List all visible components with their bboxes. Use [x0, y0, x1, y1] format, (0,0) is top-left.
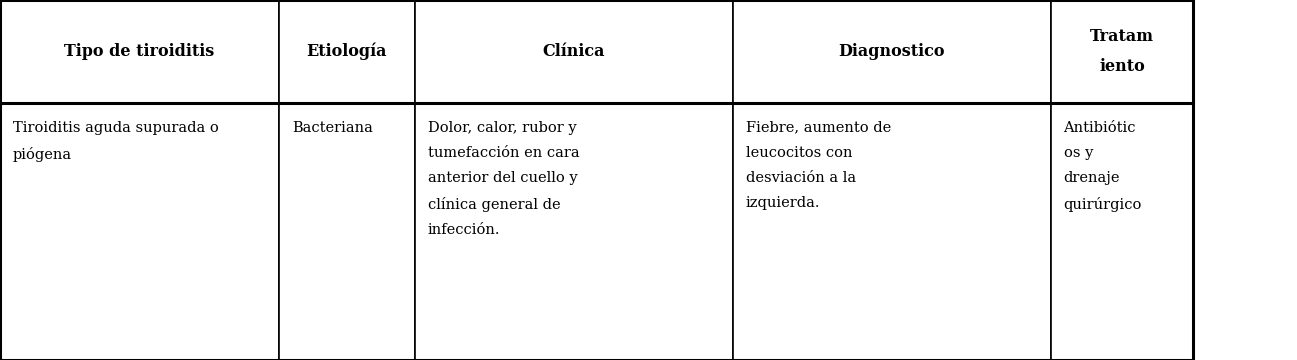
Text: Antibiótic
os y
drenaje
quirúrgico: Antibiótic os y drenaje quirúrgico — [1064, 121, 1141, 212]
Text: Tratam
iento: Tratam iento — [1089, 28, 1154, 75]
Text: Tiroiditis aguda supurada o
piógena: Tiroiditis aguda supurada o piógena — [13, 121, 219, 162]
Text: Diagnostico: Diagnostico — [838, 43, 946, 60]
Bar — [0, 103, 279, 360]
Text: Bacteriana: Bacteriana — [292, 121, 372, 135]
Bar — [279, 103, 415, 360]
Bar — [733, 0, 1051, 103]
Bar — [0, 0, 279, 103]
Bar — [415, 0, 733, 103]
Text: Dolor, calor, rubor y
tumefacción en cara
anterior del cuello y
clínica general : Dolor, calor, rubor y tumefacción en car… — [428, 121, 580, 237]
Bar — [279, 0, 415, 103]
Bar — [733, 103, 1051, 360]
Bar — [415, 103, 733, 360]
Text: Clínica: Clínica — [542, 43, 606, 60]
Text: Fiebre, aumento de
leucocitos con
desviación a la
izquierda.: Fiebre, aumento de leucocitos con desvia… — [746, 121, 891, 210]
Bar — [1051, 103, 1193, 360]
Bar — [1051, 0, 1193, 103]
Text: Etiología: Etiología — [306, 42, 388, 60]
Text: Tipo de tiroiditis: Tipo de tiroiditis — [65, 43, 214, 60]
